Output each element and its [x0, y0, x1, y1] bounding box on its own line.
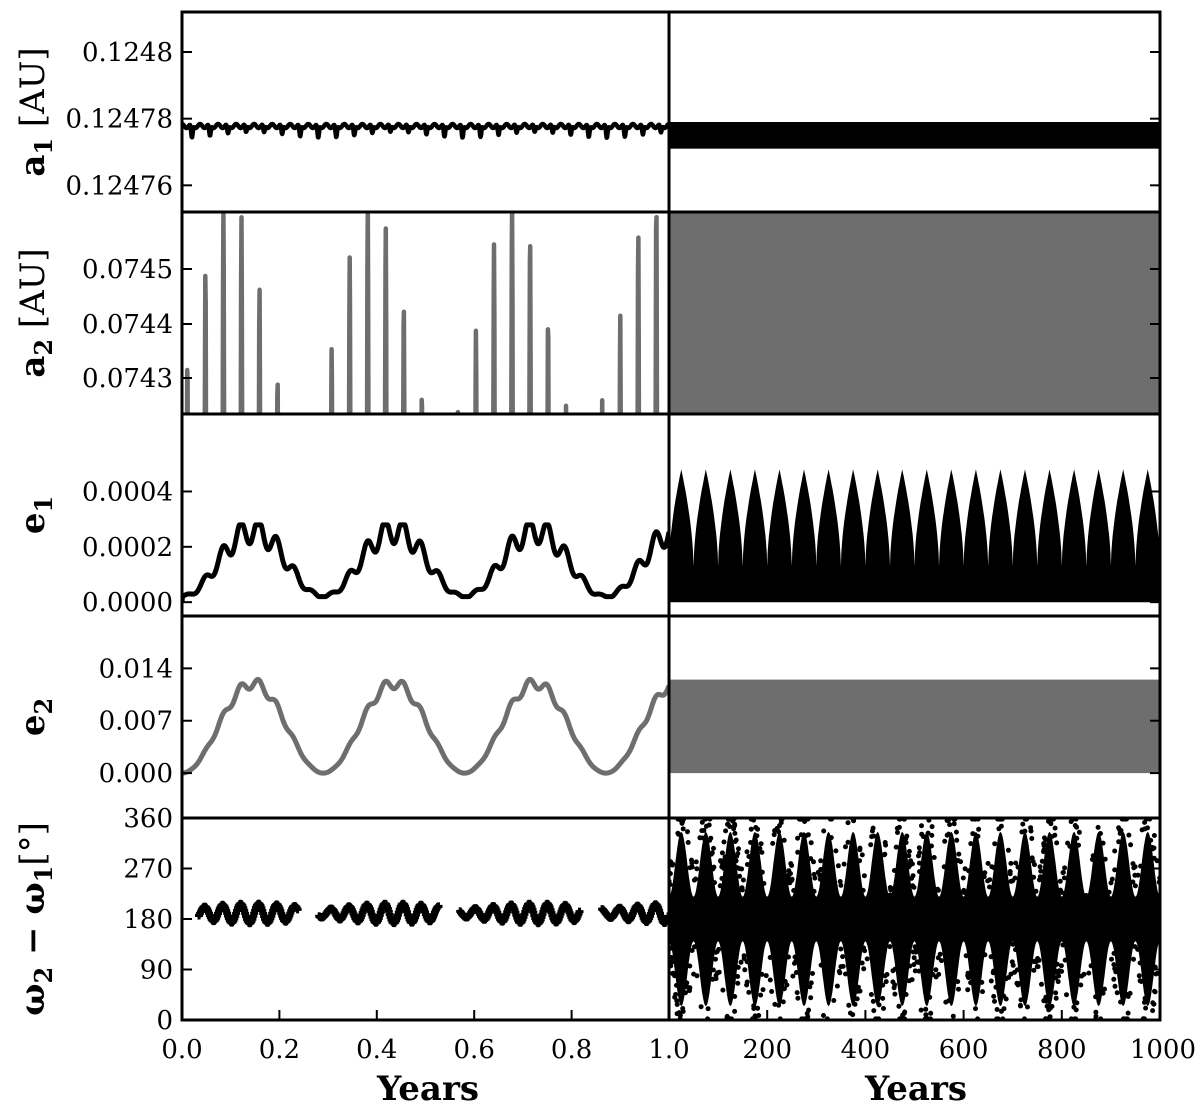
y-axis-label-e1: e1: [13, 496, 58, 534]
ylabel-sub: 1: [29, 138, 58, 155]
y-tick-label-a1: 0.12476: [65, 171, 173, 201]
right-series-a2: [669, 212, 1160, 414]
left-series-a1: [182, 121, 669, 140]
y-tick-label-e2: 0.014: [99, 654, 173, 684]
series-line-a1: [182, 121, 669, 140]
ylabel-unit: [AU]: [13, 248, 53, 339]
y-tick-label-e1: 0.0004: [82, 477, 173, 507]
y-tick-label-e1: 0.0002: [82, 533, 173, 563]
series-scatter-dw: [669, 818, 1160, 1020]
right-series-e1: [669, 469, 1160, 603]
ylabel-main: a: [13, 356, 53, 378]
panels-layer: [182, 121, 1160, 1020]
x-axis-label-left: Years: [376, 1069, 479, 1109]
y-axis-label-dw: ω2 − ω1[°]: [13, 822, 58, 1016]
ylabel-sub: 2: [29, 698, 58, 715]
x-tick-label-right: 800: [1037, 1035, 1087, 1065]
y-axis-label-a1: a1 [AU]: [13, 47, 58, 176]
ylabel-sub: 1: [29, 496, 58, 513]
series-band-e2: [669, 679, 1160, 774]
series-band-a2: [669, 212, 1160, 414]
x-tick-label-right: 1000: [1130, 1035, 1196, 1065]
ylabel-mid: − ω: [13, 882, 53, 967]
series-band-a1: [669, 122, 1160, 149]
y-tick-label-a1: 0.1248: [82, 38, 173, 68]
series-core-dw: [669, 832, 1160, 1006]
x-tick-label-right: 400: [841, 1035, 891, 1065]
x-tick-label-left: 0.4: [356, 1035, 397, 1065]
series-line-e1: [182, 522, 669, 603]
left-series-e1: [182, 522, 669, 603]
left-frame-a2: [180, 210, 671, 416]
y-tick-label-dw: 360: [123, 804, 173, 834]
y-axis-label-e2: e2: [13, 698, 58, 736]
x-tick-label-right: 600: [939, 1035, 989, 1065]
series-markers-dw: [195, 899, 669, 928]
ylabel-main: e: [13, 513, 53, 535]
right-frame-a1: [667, 10, 1162, 214]
y-tick-label-a2: 0.0744: [82, 310, 173, 340]
ylabel-unit: [°]: [13, 822, 53, 866]
left-frame-a1: [180, 10, 671, 214]
y-tick-label-dw: 90: [140, 956, 173, 986]
y-tick-label-a2: 0.0743: [82, 364, 173, 394]
right-series-e2: [669, 679, 1160, 774]
left-frame-e1: [180, 412, 671, 618]
ylabel-sub: 2: [29, 339, 58, 356]
right-series-dw: [669, 818, 1160, 1020]
y-tick-label-a2: 0.0745: [82, 255, 173, 285]
ylabel-sub2: 1: [29, 866, 58, 883]
ylabel-unit: [AU]: [13, 47, 53, 138]
series-line-e2: [182, 676, 669, 776]
x-tick-label-left: 0.6: [454, 1035, 495, 1065]
left-series-e2: [182, 676, 669, 776]
series-line-a2: [184, 212, 660, 414]
y-tick-label-e1: 0.0000: [82, 588, 173, 618]
x-axis-label-right: Years: [864, 1069, 967, 1109]
left-series-a2: [184, 212, 660, 414]
x-tick-label-left: 0.0: [161, 1035, 202, 1065]
x-tick-label-left: 1.0: [648, 1035, 689, 1065]
ylabel-main: ω: [13, 984, 53, 1016]
x-tick-label-left: 0.2: [259, 1035, 300, 1065]
y-tick-label-dw: 270: [123, 855, 173, 885]
y-tick-label-e2: 0.007: [99, 707, 173, 737]
x-tick-label-left: 0.8: [551, 1035, 592, 1065]
ylabel-sub: 2: [29, 967, 58, 984]
y-tick-label-dw: 0: [156, 1006, 173, 1036]
left-series-dw: [195, 899, 669, 928]
y-tick-label-a1: 0.12478: [65, 105, 173, 135]
right-series-a1: [669, 122, 1160, 149]
y-tick-label-e2: 0.000: [99, 759, 173, 789]
ylabel-main: a: [13, 155, 53, 177]
series-envelope-e1: [669, 469, 1160, 603]
y-tick-label-dw: 180: [123, 905, 173, 935]
x-tick-label-right: 200: [742, 1035, 792, 1065]
frames-layer: [180, 10, 1162, 1022]
ylabel-main: e: [13, 715, 53, 737]
y-axis-label-a2: a2 [AU]: [13, 248, 58, 377]
